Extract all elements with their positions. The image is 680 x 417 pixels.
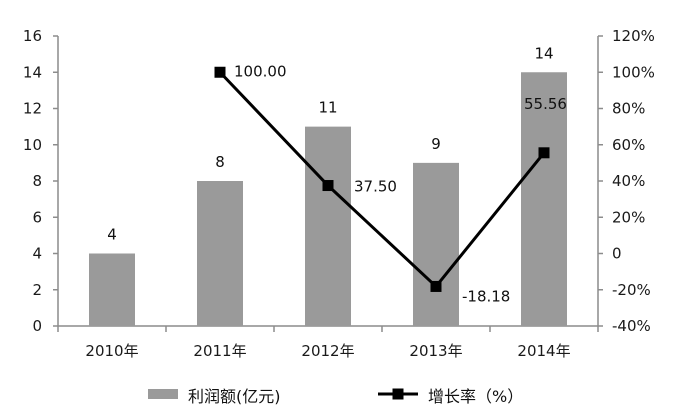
- right-tick-label: 20%: [612, 208, 645, 226]
- growth-point: [430, 280, 442, 292]
- category-label: 2012年: [301, 342, 354, 360]
- right-tick-label: 120%: [612, 27, 655, 45]
- growth-line-path: [218, 71, 546, 289]
- category-label: 2013年: [409, 342, 462, 360]
- growth-point-label: 55.56: [524, 95, 567, 113]
- right-tick-label: 100%: [612, 63, 655, 81]
- profit-bar-label: 14: [534, 44, 553, 62]
- legend-label-growth: 增长率（%）: [428, 387, 523, 406]
- category-label: 2011年: [193, 342, 246, 360]
- growth-point-label: 100.00: [234, 62, 287, 80]
- right-tick-label: 0: [612, 245, 622, 263]
- left-tick-label: 6: [32, 208, 42, 226]
- right-tick-label: -40%: [612, 317, 651, 335]
- left-tick-label: 8: [32, 172, 42, 190]
- profit-bar: [413, 162, 459, 326]
- category-label: 2010年: [85, 342, 138, 360]
- profit-bar-label: 9: [431, 135, 441, 153]
- right-axis: -40% -20% 0 20% 40% 60% 80% 100% 120%: [597, 27, 655, 335]
- left-tick-label: 4: [32, 245, 42, 263]
- x-axis: 2010年 2011年 2012年 2013年 2014年: [57, 325, 599, 360]
- right-tick-label: -20%: [612, 281, 651, 299]
- profit-bar-label: 4: [107, 226, 117, 244]
- profit-bar-label: 11: [318, 99, 337, 117]
- left-tick-label: 14: [23, 63, 42, 81]
- left-tick-label: 16: [23, 27, 42, 45]
- legend: 利润额(亿元) 增长率（%）: [148, 387, 523, 406]
- legend-label-profit: 利润额(亿元): [188, 387, 281, 406]
- profit-bar: [197, 181, 243, 326]
- growth-point: [538, 147, 550, 159]
- legend-swatch-growth-marker: [392, 388, 404, 400]
- growth-point: [322, 180, 334, 192]
- left-tick-label: 10: [23, 136, 42, 154]
- left-tick-label: 0: [32, 317, 42, 335]
- legend-swatch-profit: [148, 389, 178, 399]
- growth-point-label: -18.18: [462, 287, 510, 305]
- right-tick-label: 60%: [612, 136, 645, 154]
- left-tick-label: 2: [32, 281, 42, 299]
- profit-bar-label: 8: [215, 153, 225, 171]
- right-tick-label: 40%: [612, 172, 645, 190]
- profit-bar: [89, 253, 135, 326]
- right-tick-label: 80%: [612, 100, 645, 118]
- left-tick-label: 12: [23, 100, 42, 118]
- growth-point: [214, 66, 226, 78]
- profit-bar: [305, 126, 351, 326]
- profit-bar: [521, 72, 567, 326]
- data-labels: 4 8 11 9 14 100.00 37.50 -18.18 55.56: [107, 44, 567, 305]
- growth-point-label: 37.50: [354, 178, 397, 196]
- category-label: 2014年: [517, 342, 570, 360]
- bars: [89, 72, 567, 326]
- growth-line: [214, 66, 550, 292]
- left-axis: 0 2 4 6 8 10 12 14 16: [23, 27, 59, 335]
